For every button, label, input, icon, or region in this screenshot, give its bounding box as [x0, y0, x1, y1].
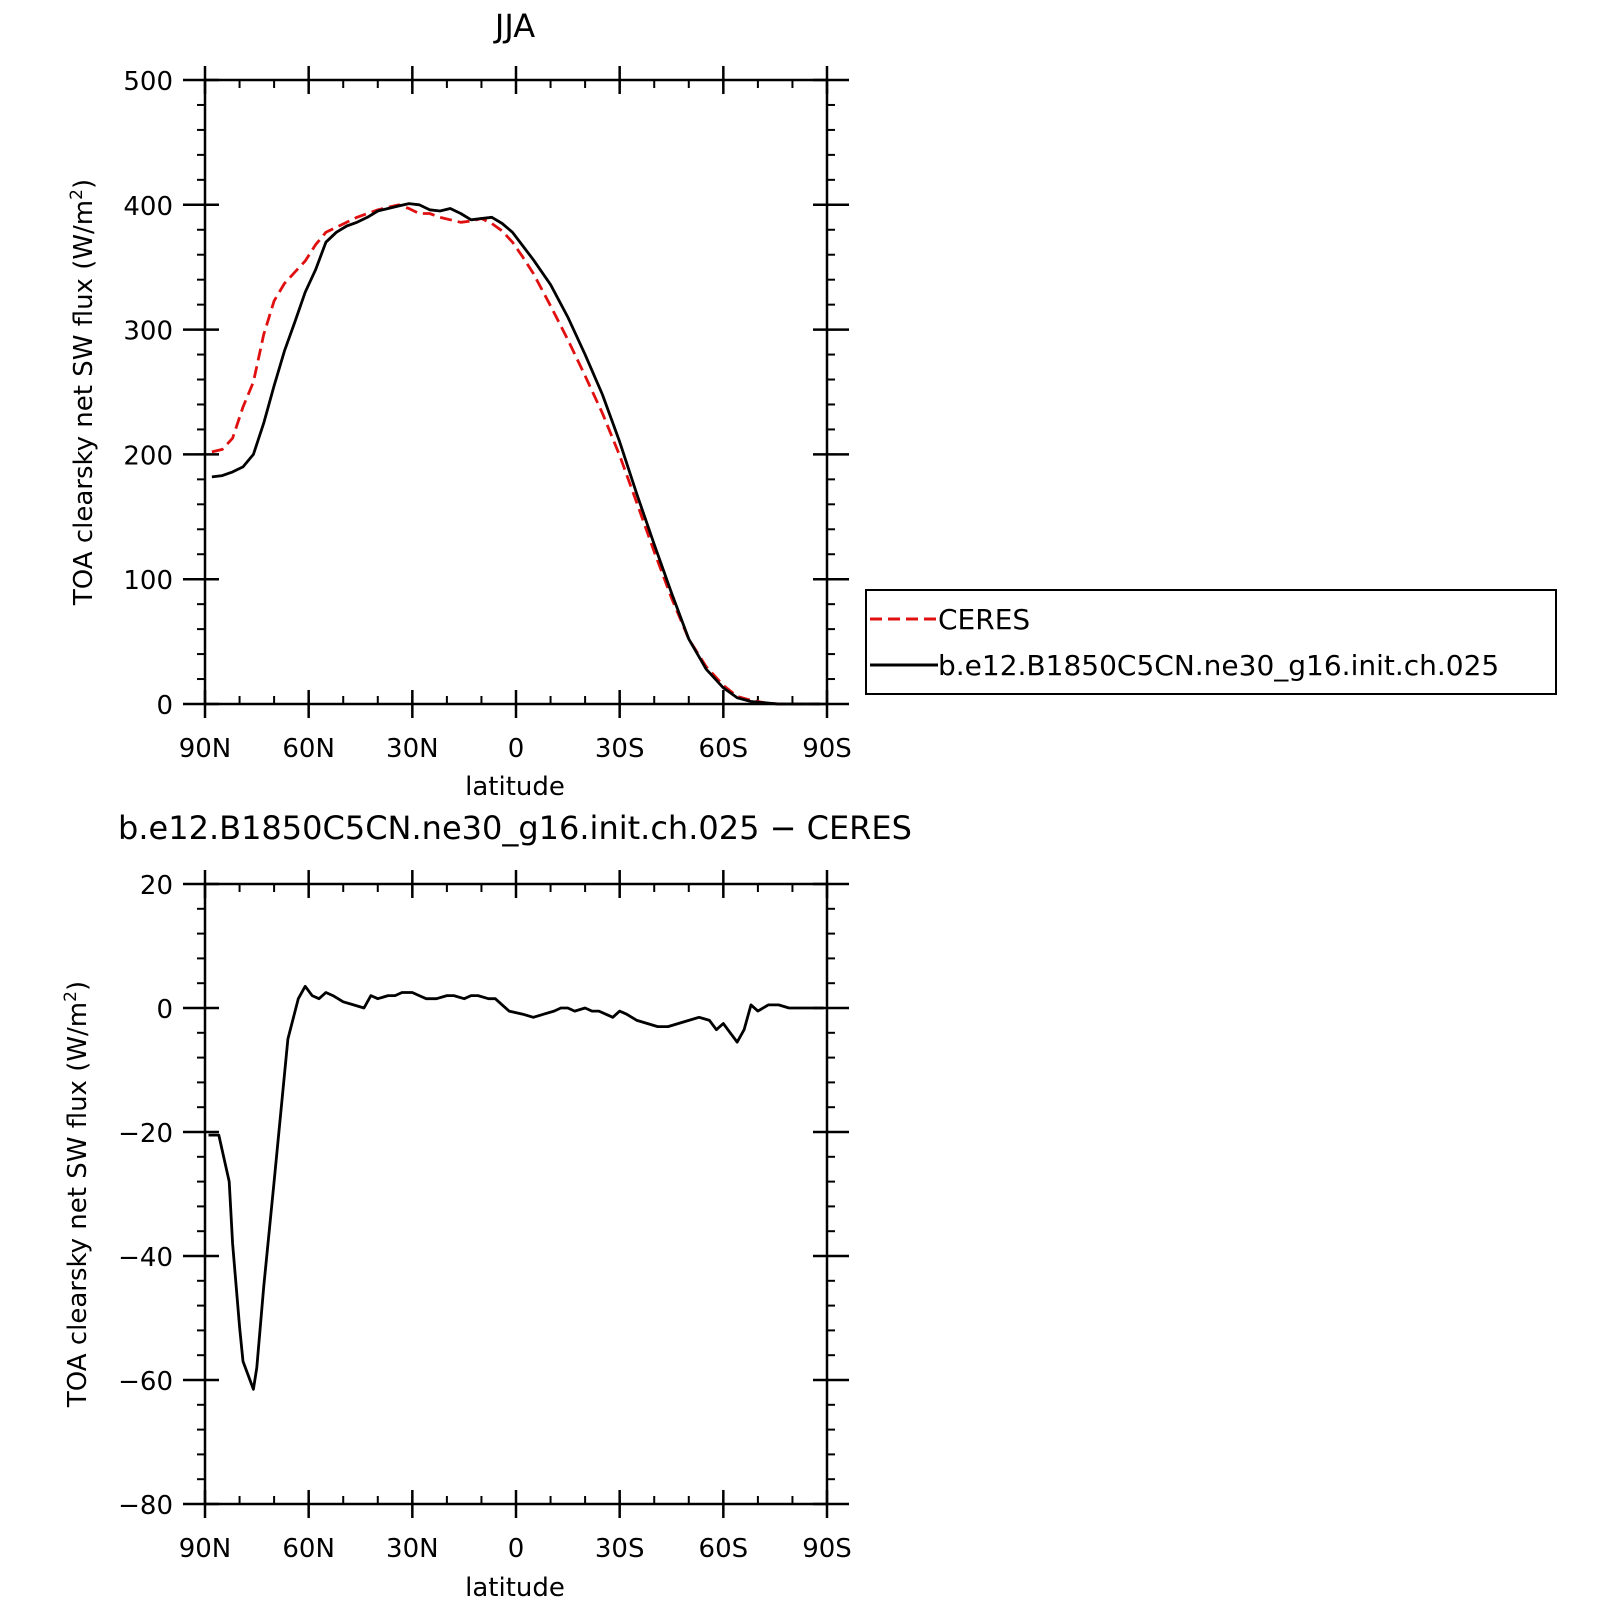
bottom-y-axis-title: TOA clearsky net SW flux (W/m2) [61, 981, 93, 1408]
bottom-panel: b.e12.B1850C5CN.ne30_g16.init.ch.025 − C… [61, 809, 912, 1603]
bottom-y-tick-label: 20 [140, 871, 173, 901]
top-legend: CERES b.e12.B1850C5CN.ne30_g16.init.ch.0… [865, 589, 1557, 695]
top-y-tick-label: 300 [123, 317, 173, 347]
top-y-axis-title-superscript: 2 [67, 189, 87, 200]
bottom-y-tick-label: −20 [118, 1119, 173, 1149]
legend-label-ceres: CERES [938, 603, 1030, 636]
bottom-y-axis-title-close: ) [63, 981, 93, 991]
bottom-y-tick-label: −40 [118, 1243, 173, 1273]
bottom-y-tick-label: −60 [118, 1367, 173, 1397]
top-x-tick-label: 30N [386, 734, 439, 764]
top-y-tick-label: 200 [123, 441, 173, 471]
top-x-axis-title: latitude [465, 772, 565, 802]
top-y-tick-label: 0 [156, 691, 173, 721]
bottom-x-tick-label: 90N [179, 1534, 232, 1564]
top-minor-ticks [197, 79, 835, 705]
bottom-y-axis-title-main: TOA clearsky net SW flux (W/m [63, 1002, 93, 1408]
bottom-x-tick-labels: 90N 60N 30N 0 30S 60S 90S [179, 870, 852, 1564]
bottom-y-tick-label: 0 [156, 995, 173, 1025]
bottom-x-tick-label: 60S [699, 1534, 749, 1564]
legend-label-model: b.e12.B1850C5CN.ne30_g16.init.ch.025 [938, 649, 1499, 682]
top-series-layer [211, 202, 821, 706]
top-y-tick-label: 400 [123, 192, 173, 222]
bottom-y-tick-label: −80 [118, 1491, 173, 1521]
top-y-axis-title: TOA clearsky net SW flux (W/m2) [67, 179, 99, 606]
bottom-series-line-0 [208, 984, 824, 1391]
top-series-line-0 [211, 203, 821, 706]
top-plot-frame [203, 78, 829, 706]
top-x-tick-label: 60N [282, 734, 335, 764]
top-x-tick-label: 0 [508, 734, 525, 764]
bottom-minor-ticks [197, 883, 835, 1505]
legend-box [865, 589, 1557, 695]
bottom-x-tick-label: 60N [282, 1534, 335, 1564]
bottom-x-tick-label: 30N [386, 1534, 439, 1564]
bottom-x-tick-label: 30S [595, 1534, 645, 1564]
bottom-plot-title: b.e12.B1850C5CN.ne30_g16.init.ch.025 − C… [118, 809, 912, 847]
bottom-y-axis-title-superscript: 2 [61, 991, 81, 1002]
bottom-series-layer [208, 984, 824, 1391]
top-plot-title: JJA [493, 7, 535, 45]
bottom-x-axis-title: latitude [465, 1573, 565, 1603]
top-x-tick-labels: 90N 60N 30N 0 30S 60S 90S [179, 66, 852, 764]
top-x-tick-label: 30S [595, 734, 645, 764]
top-panel: JJA 90N 60N 30N 0 30S 60S 90S 0 100 200 300 400 500… [67, 7, 1557, 802]
bottom-y-tick-labels: −80 −60 −40 −20 0 20 [118, 871, 849, 1521]
top-y-tick-label: 500 [123, 67, 173, 97]
top-y-tick-label: 100 [123, 566, 173, 596]
bottom-plot-frame [203, 882, 829, 1506]
top-y-axis-title-close: ) [69, 179, 99, 189]
top-x-tick-label: 60S [699, 734, 749, 764]
bottom-x-tick-label: 0 [508, 1534, 525, 1564]
bottom-x-tick-label: 90S [802, 1534, 852, 1564]
top-series-line-1 [211, 202, 821, 706]
top-y-axis-title-main: TOA clearsky net SW flux (W/m [69, 200, 99, 606]
top-y-tick-labels: 0 100 200 300 400 500 [123, 67, 849, 721]
top-x-tick-label: 90S [802, 734, 852, 764]
top-x-tick-label: 90N [179, 734, 232, 764]
